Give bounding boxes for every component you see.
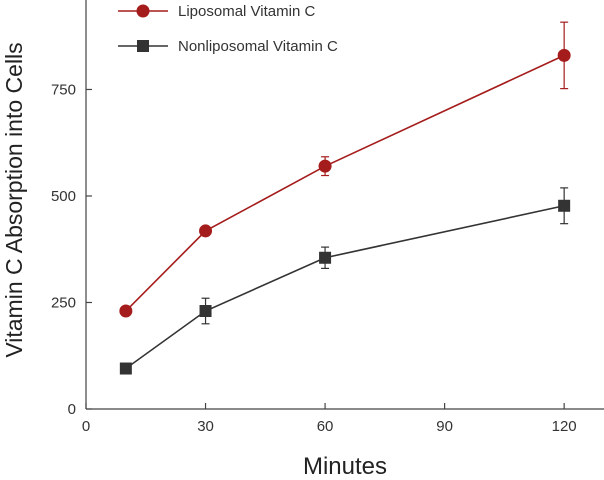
legend-marker xyxy=(137,40,149,52)
data-point xyxy=(119,362,132,375)
x-tick-label: 90 xyxy=(436,418,453,435)
data-point xyxy=(558,199,571,212)
y-tick-label: 250 xyxy=(51,294,76,311)
data-point xyxy=(319,251,332,264)
axes xyxy=(85,0,604,410)
legend-label: Liposomal Vitamin C xyxy=(178,3,315,20)
legend-item-2: Nonliposomal Vitamin C xyxy=(118,38,338,55)
legend-label: Nonliposomal Vitamin C xyxy=(178,38,338,55)
data-point xyxy=(318,159,332,173)
series-line xyxy=(125,204,565,370)
legend: Liposomal Vitamin C Nonliposomal Vitamin … xyxy=(118,3,338,55)
x-tick-label: 0 xyxy=(82,418,90,435)
data-point xyxy=(199,224,213,238)
data-point xyxy=(199,305,212,318)
y-tick-label: 0 xyxy=(68,401,76,418)
x-tick-label: 60 xyxy=(317,418,334,435)
series-1 xyxy=(119,21,571,318)
x-tick-label: 30 xyxy=(197,418,214,435)
series-2 xyxy=(119,187,571,375)
y-axis-title: Vitamin C Absorption into Cells xyxy=(1,42,27,357)
legend-item-1: Liposomal Vitamin C xyxy=(118,3,315,20)
series-line xyxy=(125,54,565,312)
x-axis-title: Minutes xyxy=(303,453,387,480)
y-tick-label: 500 xyxy=(51,188,76,205)
ticks: 0 30 60 90 120 0 250 500 750 xyxy=(51,81,577,435)
legend-marker xyxy=(136,4,150,18)
data-point xyxy=(557,48,571,62)
data-point xyxy=(119,304,133,318)
y-tick-label: 750 xyxy=(51,81,76,98)
series-layer xyxy=(119,21,571,375)
x-tick-label: 120 xyxy=(552,418,577,435)
